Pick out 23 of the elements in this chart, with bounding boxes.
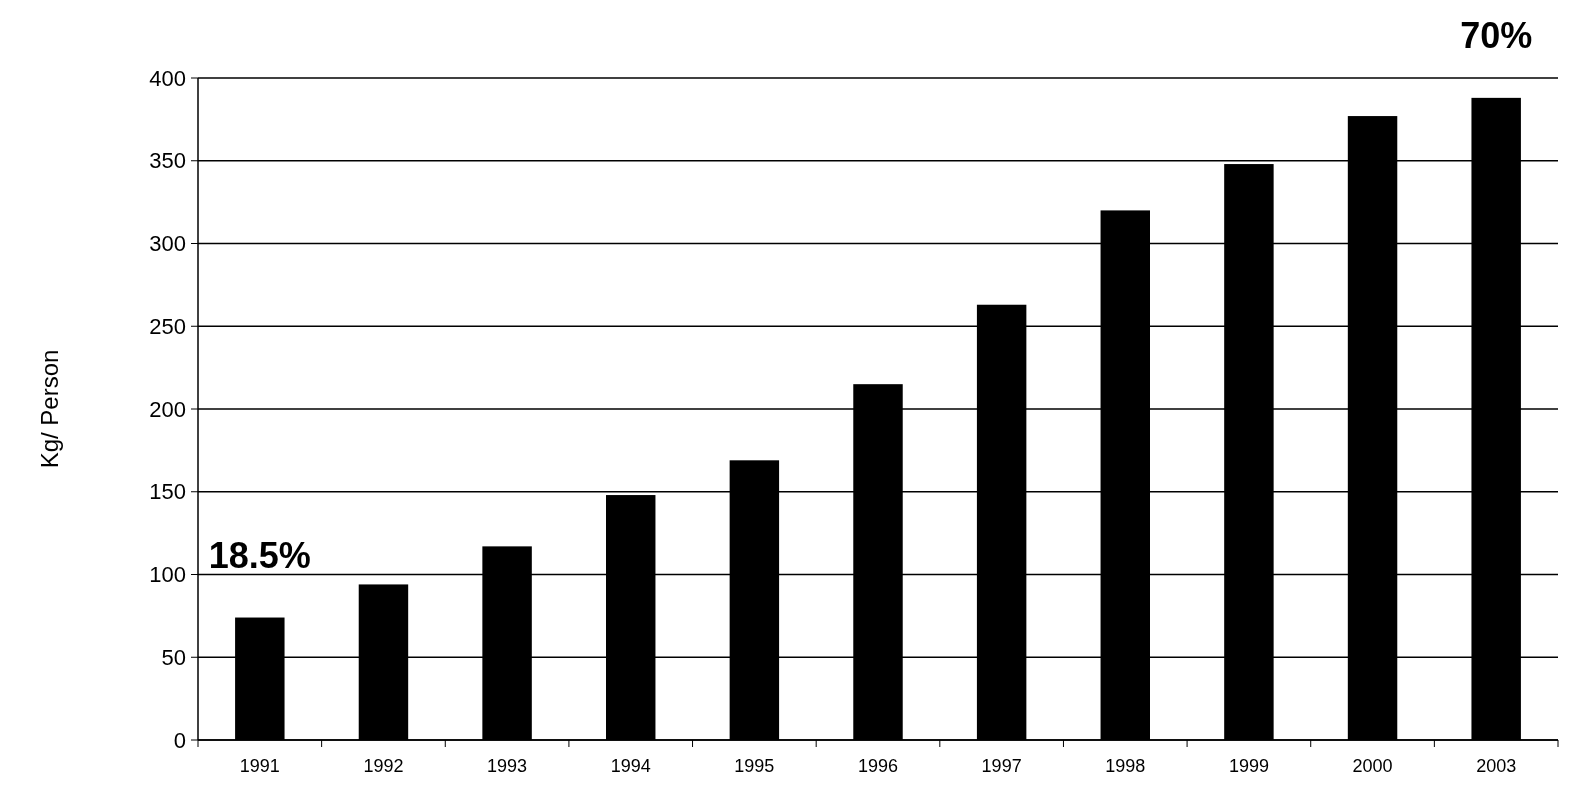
y-tick-label: 300 — [149, 231, 186, 257]
x-tick-label: 1998 — [1105, 756, 1146, 776]
y-tick-label: 250 — [149, 313, 186, 339]
y-axis-title: Kg/ Person — [36, 349, 63, 469]
x-tick-label: 2003 — [1476, 756, 1517, 776]
y-tick-label: 50 — [161, 644, 186, 670]
x-tick-label: 1996 — [857, 756, 899, 776]
x-tick-label: 1997 — [981, 756, 1022, 776]
y-tick-label: 0 — [173, 727, 186, 753]
y-tick-label: 200 — [149, 396, 186, 422]
y-tick-label: 150 — [149, 479, 186, 505]
x-tick-label: 1993 — [487, 756, 528, 776]
annotation: 70% — [1460, 14, 1533, 56]
y-tick-label: 400 — [149, 65, 186, 91]
y-tick-label: 350 — [149, 148, 186, 174]
x-tick-label: 1999 — [1228, 756, 1269, 776]
x-tick-label: 1992 — [363, 756, 404, 776]
x-tick-label: 2000 — [1352, 756, 1393, 776]
x-tick-label: 1991 — [239, 756, 280, 776]
x-tick-label: 1994 — [610, 756, 651, 776]
annotation: 18.5% — [208, 534, 311, 576]
x-tick-label: 1995 — [734, 756, 775, 776]
y-tick-label: 100 — [149, 562, 186, 588]
